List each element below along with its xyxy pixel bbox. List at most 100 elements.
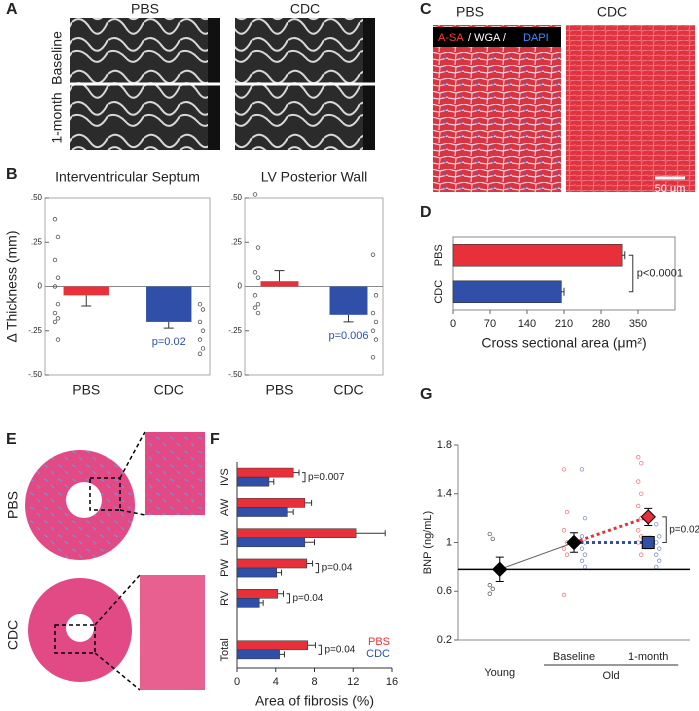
y-tick-label: -.25 [28,326,42,335]
row-label: Baseline [49,31,65,85]
scale-bar-label: 50 μm [655,183,686,195]
data-point [561,467,567,472]
legend-label: PBS [368,636,390,648]
zoom-image [145,432,205,515]
error-bar [274,270,285,282]
column-label: PBS [456,4,484,20]
data-point [564,509,570,515]
data-point [55,275,61,280]
y-tick-label: -.25 [228,326,242,335]
data-point [370,355,376,360]
y-tick-label: .50 [31,193,43,202]
bar [236,537,306,548]
error-bar [287,508,294,515]
data-point [487,591,492,596]
error-bar [259,599,264,606]
y-tick-label: 1.4 [437,488,452,500]
data-point [252,192,258,197]
mean-marker [492,561,508,578]
bar [236,558,307,569]
y-tick-label: 0.6 [437,585,452,597]
histology-image [433,25,561,192]
data-point [561,528,567,533]
y-tick-label: -.50 [228,370,242,379]
error-bar [163,321,174,329]
zoom-box [54,624,96,654]
data-point [197,302,203,307]
group-label: Old [603,670,620,682]
histology-image [566,25,695,192]
data-point [636,479,641,484]
error-bar [277,590,284,597]
column-label: PBS [131,1,159,17]
mean-marker [641,536,655,549]
legend-label: CDC [366,648,390,660]
bracket [318,644,322,655]
data-point [579,467,585,472]
stain-label: A-SA [438,32,464,44]
stain-label: DAPI [523,32,549,44]
data-point [490,536,495,541]
x-tick-label: Young [484,667,515,679]
bar [236,507,288,517]
series-line [573,515,649,544]
bracket [315,562,320,574]
y-tick-label: LW [219,529,231,545]
error-bar [561,287,565,296]
ventricle-lumen [66,614,94,642]
data-point [197,351,203,356]
panel-letter: A [6,1,18,18]
x-tick-label: 280 [592,318,610,330]
x-tick-label: 70 [484,318,496,330]
y-tick-label: CDC [433,280,445,304]
error-bar [81,295,92,307]
bar [236,598,260,608]
p-value: p=0.02 [152,336,186,348]
data-point [55,337,61,342]
p-value: p=0.04 [324,644,355,655]
x-tick-label: 8 [311,676,317,688]
x-tick-label: 4 [273,676,279,688]
data-point [52,217,58,222]
data-point [582,552,588,557]
data-point [255,302,261,307]
data-point [636,455,641,460]
bar [236,640,308,651]
x-tick-label: 0 [450,318,456,330]
p-value: p=0.04 [322,563,353,574]
column-label: CDC [290,1,320,17]
bar [236,467,294,478]
row-label: 1-month [49,92,65,143]
data-point [657,546,662,551]
y-tick-label: PBS [433,244,445,266]
zoom-image [140,575,205,690]
p-value: p<0.0001 [637,267,683,279]
bracket [302,472,306,483]
data-point [255,310,261,316]
y-tick-label: 0 [38,282,43,291]
bar [236,649,280,660]
y-tick-label: .25 [231,237,243,246]
zoom-lines [94,574,141,691]
error-bar [304,499,313,506]
data-point [639,552,644,557]
data-point [582,564,588,570]
x-tick-label: CDC [333,382,363,398]
panel-letter: E [6,431,17,448]
x-tick-label: PBS [265,382,293,398]
bar [329,286,368,315]
data-point [252,270,258,275]
data-point [639,491,644,496]
bar [236,528,357,538]
y-tick-label: IVS [219,468,231,486]
bar [452,280,562,303]
mean-marker [566,534,582,551]
data-point [654,564,659,570]
bracket [286,593,290,604]
p-value: p=0.02 [669,524,699,535]
bar [146,286,192,322]
data-point [487,531,492,537]
y-tick-label: RV [219,590,231,606]
data-point [582,515,588,521]
row-label: PBS [5,491,21,519]
